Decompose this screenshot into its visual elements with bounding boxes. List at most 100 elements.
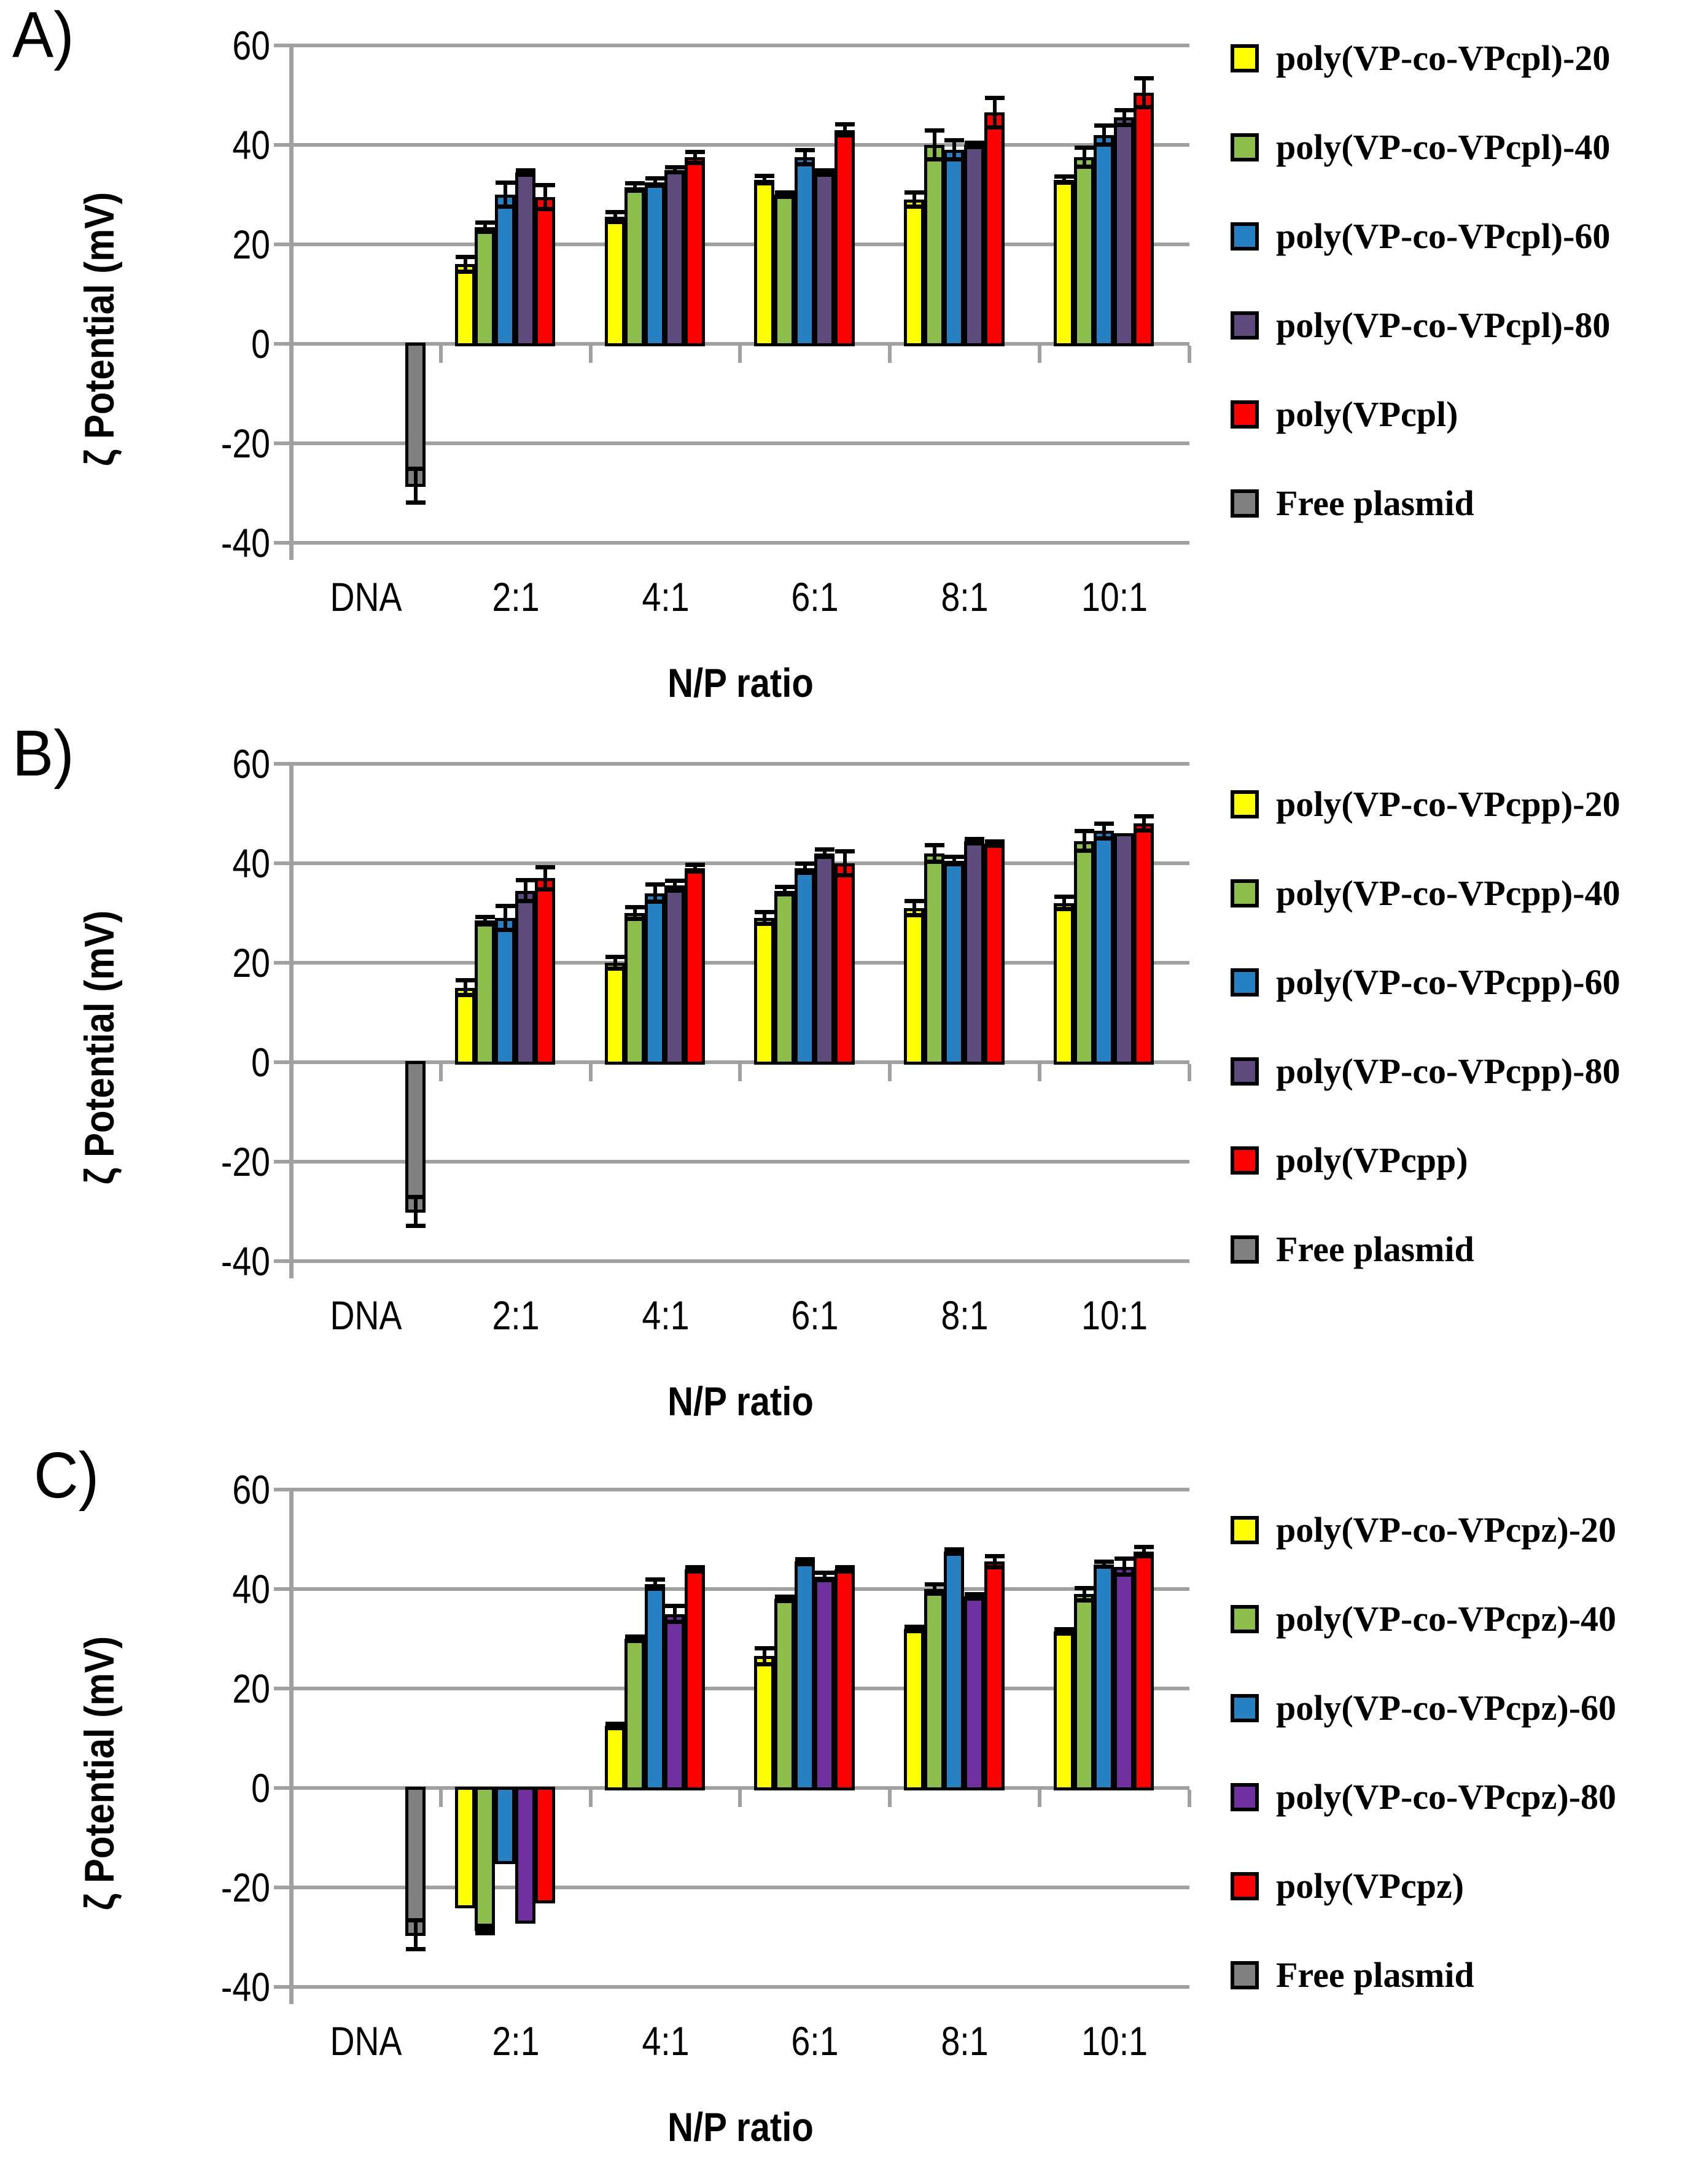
- y-tick-label: 60: [232, 1467, 270, 1512]
- error-bar-cap: [814, 168, 834, 173]
- error-bar-line: [842, 123, 847, 136]
- y-tick-label: -20: [220, 1139, 270, 1184]
- error-bar-line: [1102, 125, 1106, 145]
- x-tick: [1038, 346, 1041, 363]
- x-tick: [588, 1790, 593, 1807]
- error-bar-cap: [645, 882, 665, 887]
- error-bar-cap: [645, 1587, 665, 1591]
- bar: [944, 1552, 964, 1790]
- error-bar-cap: [754, 181, 774, 186]
- error-bar-cap: [834, 122, 855, 126]
- error-bar-cap: [605, 966, 625, 971]
- bar: [1094, 831, 1114, 1065]
- bar: [964, 145, 984, 346]
- bar: [1114, 117, 1134, 346]
- error-bar-line: [483, 916, 487, 925]
- bar: [1074, 841, 1094, 1065]
- bar: [685, 157, 705, 346]
- error-bar-line: [483, 222, 487, 232]
- error-bar-cap: [1074, 1598, 1094, 1603]
- error-bar-line: [1142, 77, 1146, 108]
- error-bar-line: [972, 838, 976, 844]
- bar: [904, 907, 924, 1065]
- legend-swatch: [1231, 968, 1259, 997]
- error-bar-cap: [624, 916, 645, 921]
- x-axis-title: N/P ratio: [667, 660, 814, 705]
- bar: [535, 878, 555, 1065]
- error-bar-cap: [664, 1620, 685, 1625]
- x-tick: [738, 1790, 742, 1807]
- error-bar-cap: [495, 204, 515, 209]
- error-bar-cap: [834, 873, 855, 878]
- y-tick-label: 0: [251, 1765, 270, 1811]
- error-bar-cap: [605, 1725, 625, 1730]
- y-tick-label: 20: [232, 940, 270, 985]
- panel-label: A): [12, 0, 74, 71]
- error-bar-line: [842, 850, 847, 876]
- error-bar-line: [1102, 1561, 1106, 1567]
- error-bar-cap: [754, 910, 774, 915]
- error-bar-cap: [664, 1603, 685, 1608]
- y-axis-title: ζ Potential (mV): [76, 192, 123, 467]
- error-bar-cap: [774, 885, 795, 890]
- gridline: [291, 861, 1189, 865]
- error-bar-cap: [774, 1595, 795, 1599]
- y-tick: [274, 1060, 291, 1064]
- error-bar-cap: [795, 871, 815, 876]
- error-bar-cap: [664, 888, 685, 893]
- error-bar-cap: [924, 859, 944, 864]
- error-bar-cap: [645, 176, 665, 181]
- x-tick: [738, 1064, 742, 1081]
- x-tick: [438, 346, 443, 363]
- x-tick: [888, 346, 892, 363]
- error-bar-line: [762, 1647, 766, 1665]
- bar: [664, 1614, 685, 1790]
- gridline: [291, 541, 1189, 545]
- x-tick-label: 10:1: [1081, 2018, 1148, 2064]
- x-tick-label: 2:1: [492, 1292, 540, 1338]
- legend-label: poly(VP-co-VPcpz)-60: [1276, 1688, 1617, 1728]
- error-bar-cap: [1074, 165, 1094, 169]
- error-bar-cap: [924, 1591, 944, 1596]
- bar: [1074, 157, 1094, 346]
- x-tick-label: 6:1: [791, 2018, 839, 2064]
- error-bar-cap: [1054, 174, 1074, 179]
- error-bar-cap: [605, 219, 625, 224]
- gridline: [291, 143, 1189, 147]
- y-tick: [274, 541, 291, 545]
- gridline: [291, 1587, 1189, 1591]
- error-bar-line: [803, 1559, 807, 1564]
- bar: [964, 841, 984, 1065]
- legend-swatch: [1231, 1057, 1259, 1086]
- legend-swatch: [1231, 1605, 1259, 1633]
- error-bar-cap: [1054, 907, 1074, 912]
- bar: [814, 1576, 834, 1790]
- error-bar-cap: [944, 862, 964, 867]
- error-bar-line: [672, 167, 677, 173]
- error-bar-cap: [795, 861, 815, 866]
- panel-label: B): [12, 717, 74, 790]
- y-tick-label: 20: [232, 222, 270, 267]
- error-bar-cap: [904, 1628, 924, 1633]
- error-bar-cap: [515, 168, 535, 173]
- bar: [495, 918, 515, 1065]
- error-bar-cap: [405, 1947, 426, 1952]
- x-tick-label: 4:1: [641, 1292, 690, 1338]
- error-bar-cap: [754, 174, 774, 179]
- error-bar-line: [523, 879, 527, 902]
- bar: [1114, 833, 1134, 1065]
- bar: [795, 1561, 815, 1790]
- error-bar-cap: [834, 849, 855, 853]
- error-bar-cap: [664, 879, 685, 884]
- error-bar-cap: [984, 843, 1005, 848]
- error-bar-line: [503, 905, 507, 931]
- error-bar-line: [1122, 1558, 1126, 1576]
- error-bar-cap: [455, 992, 475, 997]
- bar: [754, 1656, 774, 1790]
- error-bar-line: [613, 212, 617, 222]
- bar: [924, 853, 944, 1065]
- error-bar-cap: [685, 1564, 705, 1569]
- legend-label: poly(VPcpp): [1276, 1140, 1468, 1180]
- error-bar-cap: [754, 1646, 774, 1650]
- error-bar-line: [822, 1572, 827, 1581]
